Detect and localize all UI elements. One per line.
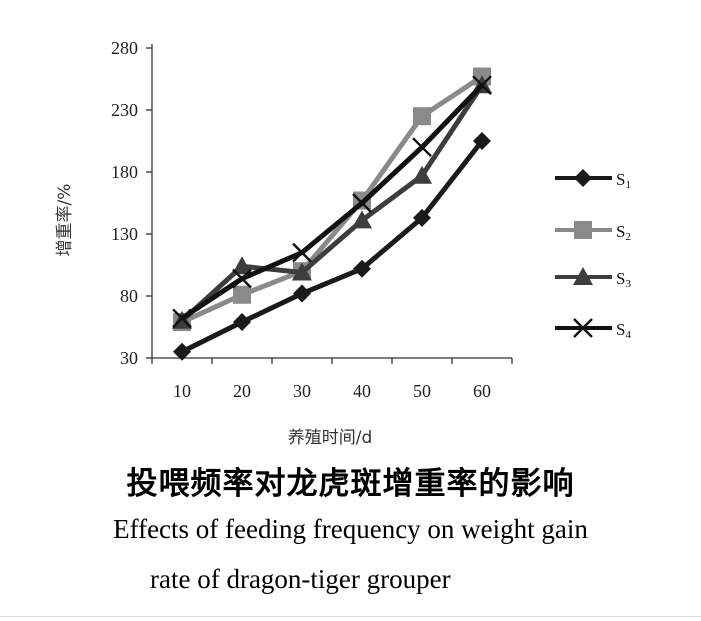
legend-marker bbox=[573, 318, 593, 338]
chart-series bbox=[172, 67, 492, 361]
series-line bbox=[180, 83, 484, 321]
legend-marker bbox=[574, 221, 592, 239]
data-point bbox=[292, 242, 312, 263]
x-tick-label: 20 bbox=[233, 381, 251, 401]
data-point bbox=[233, 285, 251, 304]
y-axis-title: 增重率/% bbox=[55, 184, 75, 257]
legend-label: S2 bbox=[616, 222, 631, 243]
data-point bbox=[233, 313, 251, 332]
data-point bbox=[173, 342, 191, 361]
y-tick-label: 80 bbox=[120, 286, 138, 306]
series-s4 bbox=[172, 75, 492, 329]
divider bbox=[0, 616, 701, 617]
legend-item-s2: S2 bbox=[555, 221, 631, 243]
legend-item-s1: S1 bbox=[555, 169, 631, 191]
line-chart: 30 80 130 180 230 280 10 20 30 40 50 60 S1 S2 S3 S4 增重… bbox=[55, 38, 631, 448]
y-tick-label: 280 bbox=[111, 38, 138, 58]
x-tick-label: 30 bbox=[293, 381, 311, 401]
y-tick-label: 30 bbox=[120, 348, 138, 368]
series-s1 bbox=[173, 132, 491, 361]
data-point bbox=[472, 75, 492, 96]
series-line bbox=[180, 139, 484, 355]
figure-caption-english-line2: rate of dragon-tiger grouper bbox=[150, 564, 451, 594]
series-line bbox=[180, 83, 485, 323]
legend-marker bbox=[574, 169, 592, 187]
y-tick-label: 130 bbox=[111, 224, 138, 244]
figure-caption-english-line1: Effects of feeding frequency on weight g… bbox=[113, 514, 588, 544]
legend-label: S3 bbox=[616, 269, 631, 290]
x-tick-label: 60 bbox=[473, 381, 491, 401]
legend-item-s4: S4 bbox=[555, 318, 631, 341]
data-point bbox=[292, 262, 312, 281]
data-point bbox=[352, 193, 372, 213]
y-tick-label: 180 bbox=[111, 162, 138, 182]
legend-marker bbox=[573, 267, 593, 285]
data-point bbox=[293, 284, 311, 303]
chart-axes: 30 80 130 180 230 280 10 20 30 40 50 60 bbox=[111, 38, 513, 401]
series-line bbox=[180, 74, 484, 325]
data-point bbox=[412, 137, 432, 158]
data-point bbox=[352, 210, 372, 229]
data-point bbox=[232, 268, 252, 289]
chart-legend: S1 S2 S3 S4 bbox=[555, 169, 631, 341]
data-point bbox=[353, 259, 371, 278]
legend-label: S4 bbox=[616, 320, 631, 341]
x-tick-label: 40 bbox=[353, 381, 371, 401]
legend-label: S1 bbox=[616, 170, 631, 191]
x-axis-title: 养殖时间/d bbox=[288, 428, 373, 448]
data-point bbox=[413, 208, 431, 227]
legend-item-s3: S3 bbox=[555, 267, 631, 290]
x-tick-label: 50 bbox=[413, 381, 431, 401]
data-point bbox=[232, 256, 252, 275]
y-tick-label: 230 bbox=[111, 100, 138, 120]
data-point bbox=[413, 107, 431, 126]
x-tick-label: 10 bbox=[173, 381, 191, 401]
figure-caption-chinese: 投喂频率对龙虎斑增重率的影响 bbox=[126, 466, 575, 502]
data-point bbox=[473, 132, 491, 150]
data-point bbox=[172, 308, 192, 329]
data-point bbox=[412, 165, 432, 184]
